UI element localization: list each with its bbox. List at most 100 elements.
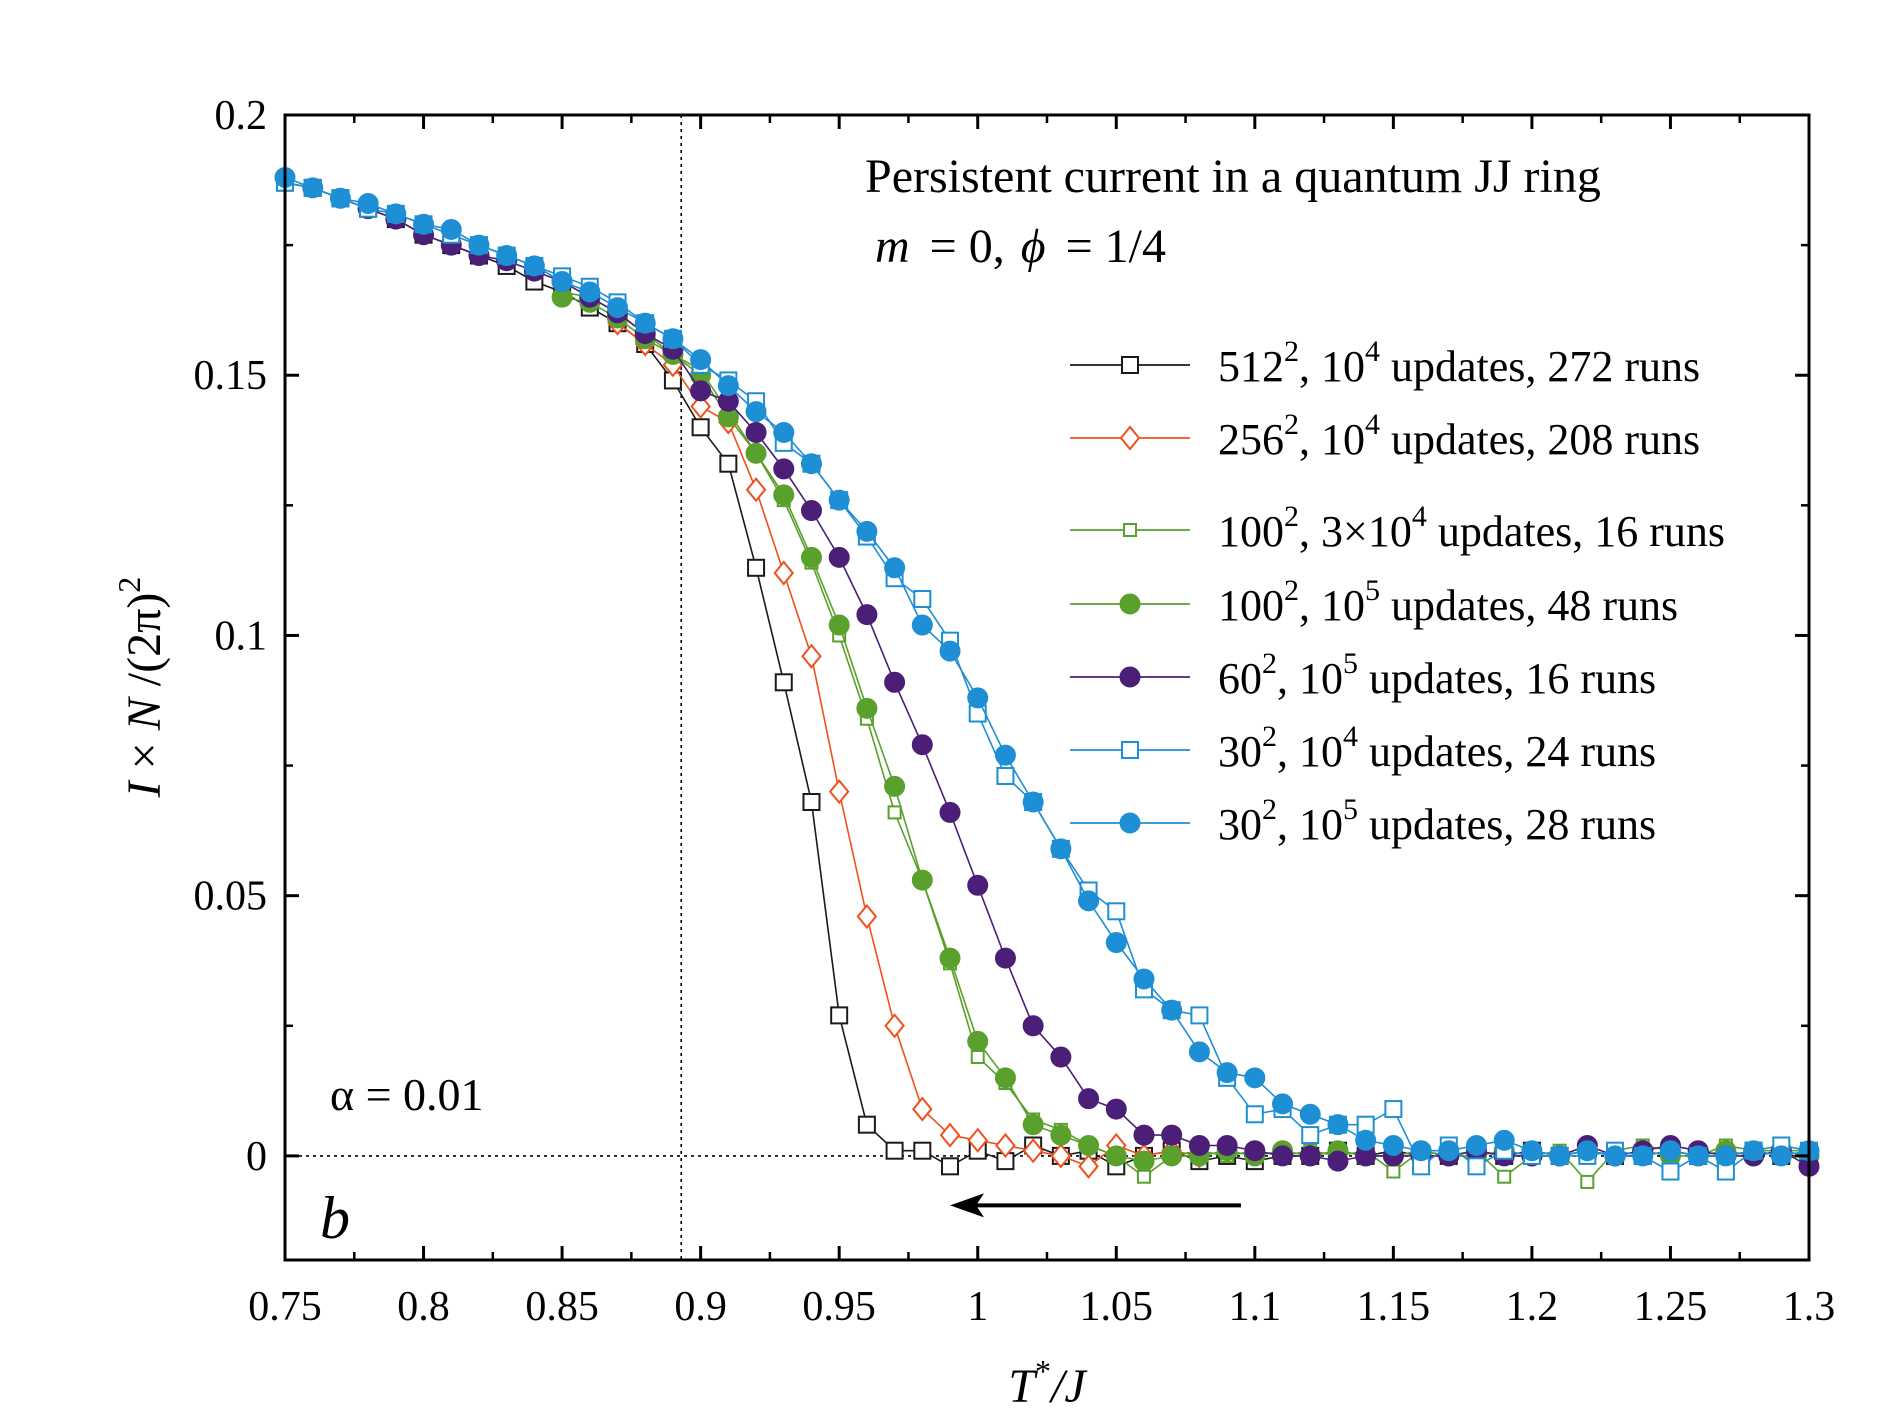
- data-point: [1382, 1135, 1404, 1156]
- legend-label-tail: updates, 16 runs: [1427, 507, 1725, 556]
- chart-title: Persistent current in a quantum JJ ring: [865, 150, 1601, 203]
- data-point: [1022, 1015, 1044, 1037]
- x-axis-label: T*/J: [1008, 1353, 1088, 1413]
- data-point: [911, 614, 933, 636]
- data-point: [1133, 1150, 1155, 1172]
- data-point: [913, 1141, 932, 1160]
- data-point: [1355, 1129, 1377, 1151]
- data-point: [773, 421, 795, 443]
- x-tick-label: 1.2: [1506, 1284, 1559, 1330]
- x-tick-label: 0.95: [802, 1284, 876, 1330]
- legend-marker: [1119, 425, 1141, 451]
- data-point: [828, 489, 850, 511]
- data-point: [856, 903, 878, 930]
- data-point: [1188, 1041, 1210, 1063]
- y-label-times: ×: [118, 730, 171, 781]
- data-point: [939, 801, 961, 823]
- data-point: [1687, 1145, 1709, 1167]
- legend-label-sup1: 2: [1284, 408, 1299, 441]
- data-point: [662, 328, 684, 350]
- data-point: [1022, 1114, 1044, 1136]
- data-point: [1050, 838, 1072, 860]
- legend-label-sup2: 4: [1412, 500, 1427, 533]
- data-point: [1301, 1126, 1320, 1145]
- legend-label-sup2: 5: [1365, 574, 1380, 607]
- legend-label-mid: , 3×10: [1299, 507, 1412, 556]
- legend-label-base: 60: [1218, 654, 1262, 703]
- legend-label-mid: , 10: [1299, 581, 1365, 630]
- legend-marker: [1119, 812, 1141, 834]
- legend-label-tail: updates, 16 runs: [1358, 654, 1656, 703]
- data-point: [468, 234, 490, 256]
- y-tick-label: 0.15: [194, 353, 268, 399]
- legend-label-tail: updates, 208 runs: [1380, 415, 1700, 464]
- data-point: [1272, 1093, 1294, 1115]
- y-label-sup: 2: [111, 577, 147, 593]
- data-point: [1022, 791, 1044, 813]
- data-point: [912, 1096, 933, 1122]
- axis-ticks: 0.75 0.8 0.85 0.9 0.95 1 1.05 1.1 1.15 1.2 1.25 1.3…: [194, 93, 1836, 1330]
- arrow-head: [950, 1193, 985, 1218]
- data-point: [1299, 1103, 1321, 1125]
- data-point: [967, 1127, 989, 1153]
- data-point: [857, 1115, 876, 1134]
- data-point: [1770, 1145, 1792, 1167]
- legend-label-mid: , 10: [1277, 800, 1343, 849]
- x-tick-label: 1.15: [1357, 1284, 1431, 1330]
- data-point: [800, 453, 822, 475]
- data-point: [717, 375, 739, 397]
- data-point: [1659, 1140, 1681, 1162]
- data-point: [1216, 1135, 1238, 1156]
- y-axis-label: I × N /(2π)2: [111, 577, 171, 799]
- data-point: [1244, 1067, 1266, 1089]
- legend-label-base: 512: [1218, 342, 1284, 391]
- data-point: [1022, 1138, 1044, 1164]
- data-point: [329, 187, 351, 209]
- data-point: [1715, 1145, 1737, 1167]
- legend-label-sup2: 5: [1343, 793, 1358, 826]
- legend-label-tail: updates, 48 runs: [1380, 581, 1678, 630]
- data-point: [885, 1141, 904, 1160]
- data-point: [884, 557, 906, 579]
- legend-label-sup1: 2: [1262, 793, 1277, 826]
- subtitle-phi: ϕ: [1021, 220, 1046, 273]
- data-point: [1497, 1169, 1512, 1184]
- legend-label: 5122, 104 updates, 272 runs: [1218, 335, 1700, 391]
- data-point: [939, 947, 961, 969]
- legend-label-base: 256: [1218, 415, 1284, 464]
- legend-label-base: 30: [1218, 800, 1262, 849]
- x-tick-label: 0.9: [674, 1284, 727, 1330]
- data-point: [1105, 1098, 1127, 1120]
- data-point: [856, 604, 878, 626]
- data-point: [1384, 1100, 1403, 1119]
- data-point: [828, 779, 850, 805]
- series-6: [274, 166, 1820, 1167]
- data-point: [970, 1050, 985, 1065]
- data-point: [745, 421, 767, 443]
- data-point: [357, 192, 379, 214]
- data-point: [1078, 1153, 1099, 1179]
- data-point: [1465, 1135, 1487, 1156]
- data-point: [773, 560, 795, 586]
- x-tick-label: 1.25: [1634, 1284, 1708, 1330]
- legend-label-tail: updates, 272 runs: [1380, 342, 1700, 391]
- x-tick-label: 1: [967, 1284, 988, 1330]
- x-label-main: T: [1008, 1360, 1038, 1413]
- data-point: [1493, 1129, 1515, 1151]
- data-point: [1050, 1143, 1072, 1169]
- legend-label-mid: , 10: [1299, 342, 1365, 391]
- data-point: [967, 687, 989, 709]
- legend-label-mid: , 10: [1299, 415, 1365, 464]
- x-tick-label: 0.85: [525, 1284, 599, 1330]
- legend-label-sup2: 5: [1343, 647, 1358, 680]
- y-tick-label: 0: [246, 1134, 267, 1180]
- legend-label: 602, 105 updates, 16 runs: [1218, 647, 1656, 703]
- data-point: [911, 734, 933, 756]
- legend-label-sup2: 4: [1343, 720, 1358, 753]
- data-point: [967, 1030, 989, 1052]
- data-point: [690, 380, 712, 402]
- legend-label-sup2: 4: [1365, 335, 1380, 368]
- legend-label-sup1: 2: [1284, 335, 1299, 368]
- data-point: [551, 271, 573, 293]
- data-point: [1078, 890, 1100, 912]
